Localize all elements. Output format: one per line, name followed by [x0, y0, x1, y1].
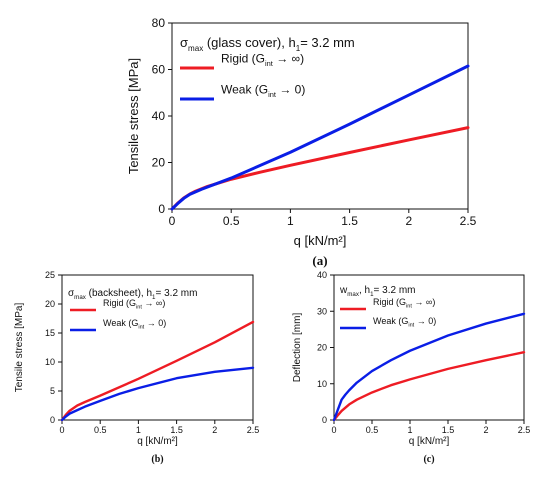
plot-frame [171, 22, 469, 210]
x-tick-label: 0.5 [223, 214, 240, 228]
x-tick-label: 2 [483, 425, 488, 435]
y-axis-label: Deflection [mm] [292, 313, 303, 383]
y-axis-label: Tensile stress [MPa] [14, 303, 25, 393]
y-tick-label: 60 [152, 63, 166, 77]
x-axis-label: q [kN/m²] [409, 436, 450, 447]
panel-label: (c) [423, 454, 434, 465]
panel-label: (b) [151, 454, 163, 465]
x-tick-label: 0 [331, 425, 336, 435]
y-tick-label: 40 [317, 270, 327, 280]
x-tick-label: 0 [169, 214, 176, 228]
series-line-rigid [332, 351, 526, 422]
y-tick-label: 30 [317, 306, 327, 316]
y-tick-label: 0 [322, 415, 327, 425]
y-tick-label: 20 [45, 299, 55, 309]
plot-frame [61, 274, 254, 421]
x-tick-label: 2.5 [460, 214, 477, 228]
series-line-weak [332, 312, 526, 422]
x-tick-label: 0.5 [366, 425, 379, 435]
y-tick-label: 10 [317, 379, 327, 389]
legend-label-rigid: Rigid (Gint → ∞) [103, 298, 165, 311]
series-line-rigid [60, 320, 255, 422]
y-tick-label: 40 [152, 109, 166, 123]
legend-label-weak: Weak (Gint → 0) [221, 83, 305, 100]
y-tick-label: 20 [152, 156, 166, 170]
legend-label-weak: Weak (Gint → 0) [103, 318, 166, 331]
y-tick-label: 15 [45, 328, 55, 338]
x-tick-label: 1.5 [442, 425, 455, 435]
chart-panel-3: 0 0.5 1 1.5 2 2.5 0 10 20 30 40 q [kN/m²] Deflection… [292, 270, 530, 465]
series-line-weak [170, 64, 470, 211]
y-tick-label: 5 [50, 386, 55, 396]
x-tick-label: 2 [405, 214, 412, 228]
x-tick-label: 1 [407, 425, 412, 435]
y-tick-label: 10 [45, 357, 55, 367]
chart-title: wmax, h1= 3.2 mm [339, 285, 415, 298]
x-tick-label: 2.5 [518, 425, 531, 435]
legend-label-rigid: Rigid (Gint → ∞) [221, 52, 304, 69]
x-tick-label: 2 [212, 425, 217, 435]
y-tick-label: 25 [45, 270, 55, 280]
x-tick-label: 1.5 [341, 214, 358, 228]
y-tick-label: 0 [50, 415, 55, 425]
chart-panel-2: 0 0.5 1 1.5 2 2.5 0 5 10 15 20 25 q [kN/m²] Tensile s… [14, 270, 259, 465]
x-axis-label: q [kN/m²] [294, 233, 347, 248]
x-tick-label: 1 [136, 425, 141, 435]
chart-title: σmax (backsheet), h1= 3.2 mm [68, 288, 197, 301]
x-tick-label: 2.5 [247, 425, 260, 435]
y-tick-label: 20 [317, 343, 327, 353]
chart-title: σmax (glass cover), h1= 3.2 mm [180, 35, 355, 53]
y-tick-label: 80 [152, 16, 166, 30]
x-tick-label: 1 [287, 214, 294, 228]
legend-label-rigid: Rigid (Gint → ∞) [373, 297, 435, 310]
legend-label-weak: Weak (Gint → 0) [373, 316, 436, 329]
y-tick-label: 0 [158, 202, 165, 216]
x-axis-label: q [kN/m²] [137, 436, 178, 447]
y-axis-label: Tensile stress [MPa] [126, 58, 141, 174]
series-line-weak [60, 366, 255, 422]
x-tick-label: 0.5 [94, 425, 107, 435]
x-tick-label: 0 [59, 425, 64, 435]
panel-label: (a) [312, 253, 327, 268]
x-tick-label: 1.5 [170, 425, 183, 435]
chart-panel-1: 0 0.5 1 1.5 2 2.5 0 20 40 60 80 q [kN/m²] Tensile st… [126, 16, 477, 268]
